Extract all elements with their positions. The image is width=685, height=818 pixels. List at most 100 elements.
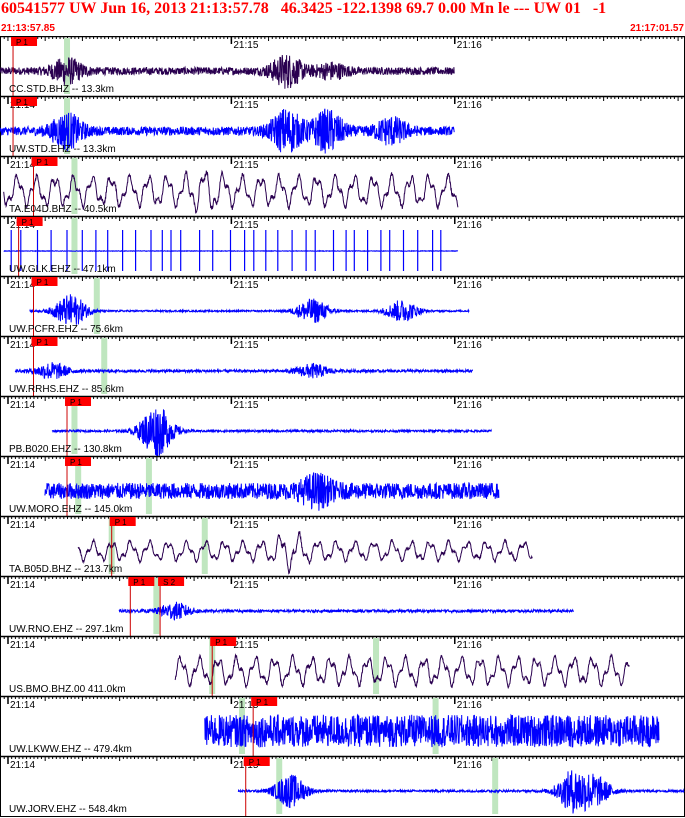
minute-tick-label: 21:16 [457,220,482,231]
trace-row: 21:14 21:15 21:16 P 1 UW.PCFR.EHZ -- 75.6km [0,275,685,336]
minute-tick-label: 21:15 [233,220,258,231]
minute-tick-label: 21:14 [10,760,35,771]
phase-pick-box [158,577,185,586]
minute-tick-label: 21:14 [10,640,35,651]
phase-pick-box [109,517,136,526]
minute-tick-label: 21:14 [10,340,35,351]
waveform-trace [204,713,660,748]
minute-tick-label: 21:15 [233,640,258,651]
waveform-trace [3,169,459,214]
minute-tick-label: 21:14 [10,520,35,531]
minute-tick-label: 21:14 [10,160,35,171]
analysis-window-band [64,38,71,94]
minute-tick-label: 21:16 [457,280,482,291]
station-label: UW.PCFR.EHZ -- 75.6km [9,324,123,335]
waveform-trace [14,362,473,379]
minute-tick-label: 21:14 [10,460,35,471]
phase-pick-label: P 1 [22,218,34,227]
minute-tick-label: 21:14 [10,400,35,411]
station-label: UW.JORV.EHZ -- 548.4km [9,804,127,815]
phase-pick-box [128,577,155,586]
minute-tick-label: 21:15 [233,280,258,291]
station-label: UW.LKWW.EHZ -- 479.4km [9,744,132,755]
phase-pick-label: P 1 [256,698,268,707]
minute-tick-label: 21:15 [233,580,258,591]
minute-tick-label: 21:15 [233,700,258,711]
trace-row: 21:14 21:15 21:16 P 1 UW.RRHS.EHZ -- 85.6km [0,335,685,396]
phase-pick-label: P 1 [37,338,49,347]
plot-header: 60541577 UW Jun 16, 2013 21:13:57.78 46.… [0,0,685,38]
waveform-trace [237,770,685,814]
minute-tick-label: 21:16 [457,760,482,771]
minute-tick-label: 21:16 [457,460,482,471]
trace-row: 21:14 21:15 21:16 P 1 UW.LKWW.EHZ -- 479.4km [0,695,685,756]
analysis-window-band [492,758,499,814]
minute-tick-label: 21:15 [233,40,258,51]
waveform-trace [77,531,533,575]
station-label: UW.RRHS.EHZ -- 85.6km [9,384,124,395]
analysis-window-band [93,278,100,334]
trace-row: 21:14 21:15 21:16 P 1 US.BMO.BHZ.00 411.0km [0,635,685,696]
phase-pick-label: P 1 [16,38,28,47]
minute-tick-label: 21:16 [457,640,482,651]
station-label: PB.B020.EHZ -- 130.8km [9,444,122,455]
phase-pick-box [251,697,278,706]
trace-row: 21:15 21:16 P 1 CC.STD.BHZ -- 13.3km [0,36,685,96]
minute-tick-label: 21:16 [457,100,482,111]
trace-row: 21:14 21:15 21:16 P 1 PB.B020.EHZ -- 130.8km [0,395,685,457]
minute-tick-label: 21:16 [457,700,482,711]
phase-pick-label: P 1 [70,398,82,407]
phase-pick-box [11,37,38,46]
minute-tick-label: 21:14 [10,580,35,591]
phase-pick-box [31,277,58,286]
waveform-trace [0,54,455,89]
phase-pick-box [65,457,92,466]
window-end-time: 21:17:01.57 [630,23,684,34]
station-label: TA.B05D.BHZ -- 213.7km [9,564,122,575]
trace-row: 21:14 21:15 21:16 P 1 TA.E04D.BHZ -- 40.5km [0,155,685,216]
phase-pick-box [16,217,43,226]
trace-row: 21:14 21:15 21:16 P 1 UW.MORO.EHZ -- 145.0km [0,455,685,516]
phase-pick-label: P 1 [115,518,127,527]
minute-tick-label: 21:14 [10,700,35,711]
phase-pick-label: P 1 [133,578,145,587]
station-label: UW.GLK.EHZ -- 47.1km [9,264,116,275]
minute-tick-label: 21:16 [457,40,482,51]
waveform-trace [29,294,470,325]
analysis-window-band [71,398,78,454]
analysis-window-band [71,218,78,274]
phase-pick-label: P 1 [249,758,261,767]
phase-pick-label: P 1 [16,98,28,107]
station-label: UW.RNO.EHZ -- 297.1km [9,624,123,635]
minute-tick-label: 21:16 [457,340,482,351]
phase-pick-box [65,397,92,406]
phase-pick-label: P 1 [215,638,227,647]
analysis-window-band [101,338,108,394]
phase-pick-box [243,757,270,766]
analysis-window-band [373,638,380,694]
minute-tick-label: 21:15 [233,460,258,471]
station-label: UW.STD.EHZ -- 13.3km [9,144,116,155]
minute-tick-label: 21:14 [10,280,35,291]
minute-tick-label: 21:15 [233,100,258,111]
minute-tick-label: 21:15 [233,400,258,411]
trace-row: 21:14 21:15 21:16 P 1 TA.B05D.BHZ -- 213.7km [0,515,685,576]
minute-tick-label: 21:15 [233,340,258,351]
trace-row: 21:14 21:15 21:16 P 1 S 2 UW.RNO.EHZ -- 297.1… [0,575,685,636]
waveform-trace [0,108,455,154]
phase-pick-box [210,637,237,646]
minute-tick-label: 21:16 [457,400,482,411]
station-label: TA.E04D.BHZ -- 40.5km [9,204,117,215]
phase-pick-box [31,337,58,346]
station-label: US.BMO.BHZ.00 411.0km [9,684,126,695]
waveform-trace [44,472,500,511]
analysis-window-band [71,158,78,214]
waveform-trace [174,652,630,690]
minute-tick-label: 21:16 [457,520,482,531]
window-start-time: 21:13:57.85 [1,23,55,34]
minute-tick-label: 21:16 [457,160,482,171]
waveform-trace [51,409,492,457]
